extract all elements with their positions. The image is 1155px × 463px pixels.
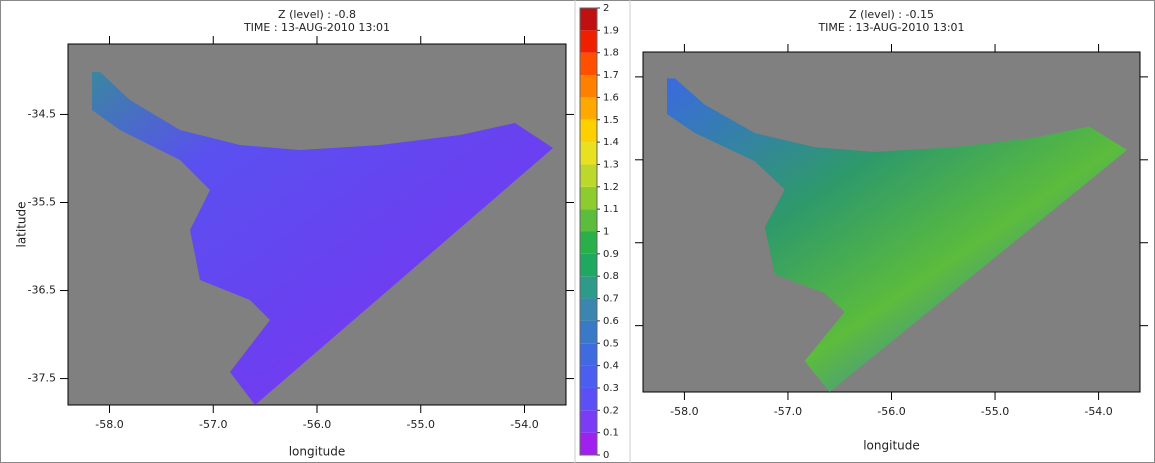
colorbar-label: 1.9	[603, 25, 619, 36]
y-axis-label: latitude	[15, 201, 29, 247]
x-tick-label: -55.0	[407, 418, 435, 431]
x-tick-label: -57.0	[774, 405, 802, 418]
colorbar-label: 1.2	[603, 182, 619, 193]
color-band	[580, 299, 597, 321]
x-tick-label: -58.0	[670, 405, 698, 418]
x-tick-label: -57.0	[199, 418, 227, 431]
x-tick-label: -54.0	[510, 418, 538, 431]
color-band	[580, 388, 597, 410]
chart-title: Z (level) : -0.8	[278, 8, 356, 21]
colorbar-label: 1.7	[603, 70, 619, 81]
color-band	[580, 187, 597, 209]
y-tick-label: -35.5	[28, 195, 56, 208]
colorbar-label: 1.4	[603, 137, 619, 148]
x-tick-label: -56.0	[877, 405, 905, 418]
colorbar-label: 1.6	[603, 92, 619, 103]
color-band	[580, 254, 597, 276]
color-band	[580, 53, 597, 75]
y-tick-label: -34.5	[28, 107, 56, 120]
figure: Z (level) : -0.8TIME : 13-AUG-2010 13:01…	[0, 0, 1155, 463]
colorbar-label: 1.1	[603, 204, 619, 215]
x-tick-label: -55.0	[981, 405, 1009, 418]
colorbar-label: 1.8	[603, 48, 619, 59]
chart-title: TIME : 13-AUG-2010 13:01	[817, 21, 964, 34]
x-axis-label: longitude	[289, 445, 346, 459]
colorbar-label: 1.5	[603, 115, 619, 126]
y-tick-label: -37.5	[28, 372, 56, 385]
colorbar-label: 0.9	[603, 249, 619, 260]
color-band	[580, 209, 597, 231]
color-band	[580, 142, 597, 164]
colorbar-label: 0.6	[603, 316, 619, 327]
x-tick-label: -56.0	[303, 418, 331, 431]
color-band	[580, 366, 597, 388]
color-band	[580, 276, 597, 298]
color-band	[580, 97, 597, 119]
color-band	[580, 75, 597, 97]
colorbar-label: 0.7	[603, 294, 619, 305]
chart-title: TIME : 13-AUG-2010 13:01	[243, 21, 390, 34]
color-band	[580, 164, 597, 186]
colorbar-label: 0.1	[603, 428, 619, 439]
colorbar-label: 0.4	[603, 361, 619, 372]
x-tick-label: -54.0	[1084, 405, 1112, 418]
color-band	[580, 410, 597, 432]
color-band	[580, 8, 597, 30]
color-band	[580, 321, 597, 343]
color-band	[580, 30, 597, 52]
color-band	[580, 433, 597, 455]
colorbar-label: 1	[603, 227, 609, 238]
color-band	[580, 232, 597, 254]
color-band	[580, 120, 597, 142]
colorbar-label: 1.3	[603, 159, 619, 170]
colorbar-label: 0.2	[603, 405, 619, 416]
colorbar-label: 2	[603, 3, 609, 14]
x-tick-label: -58.0	[95, 418, 123, 431]
y-tick-label: -36.5	[28, 284, 56, 297]
colorbar-label: 0.5	[603, 338, 619, 349]
colorbar-label: 0	[603, 450, 609, 461]
chart-title: Z (level) : -0.15	[849, 8, 934, 21]
color-band	[580, 343, 597, 365]
colorbar-label: 0.3	[603, 383, 619, 394]
x-axis-label: longitude	[863, 439, 920, 453]
colorbar-label: 0.8	[603, 271, 619, 282]
